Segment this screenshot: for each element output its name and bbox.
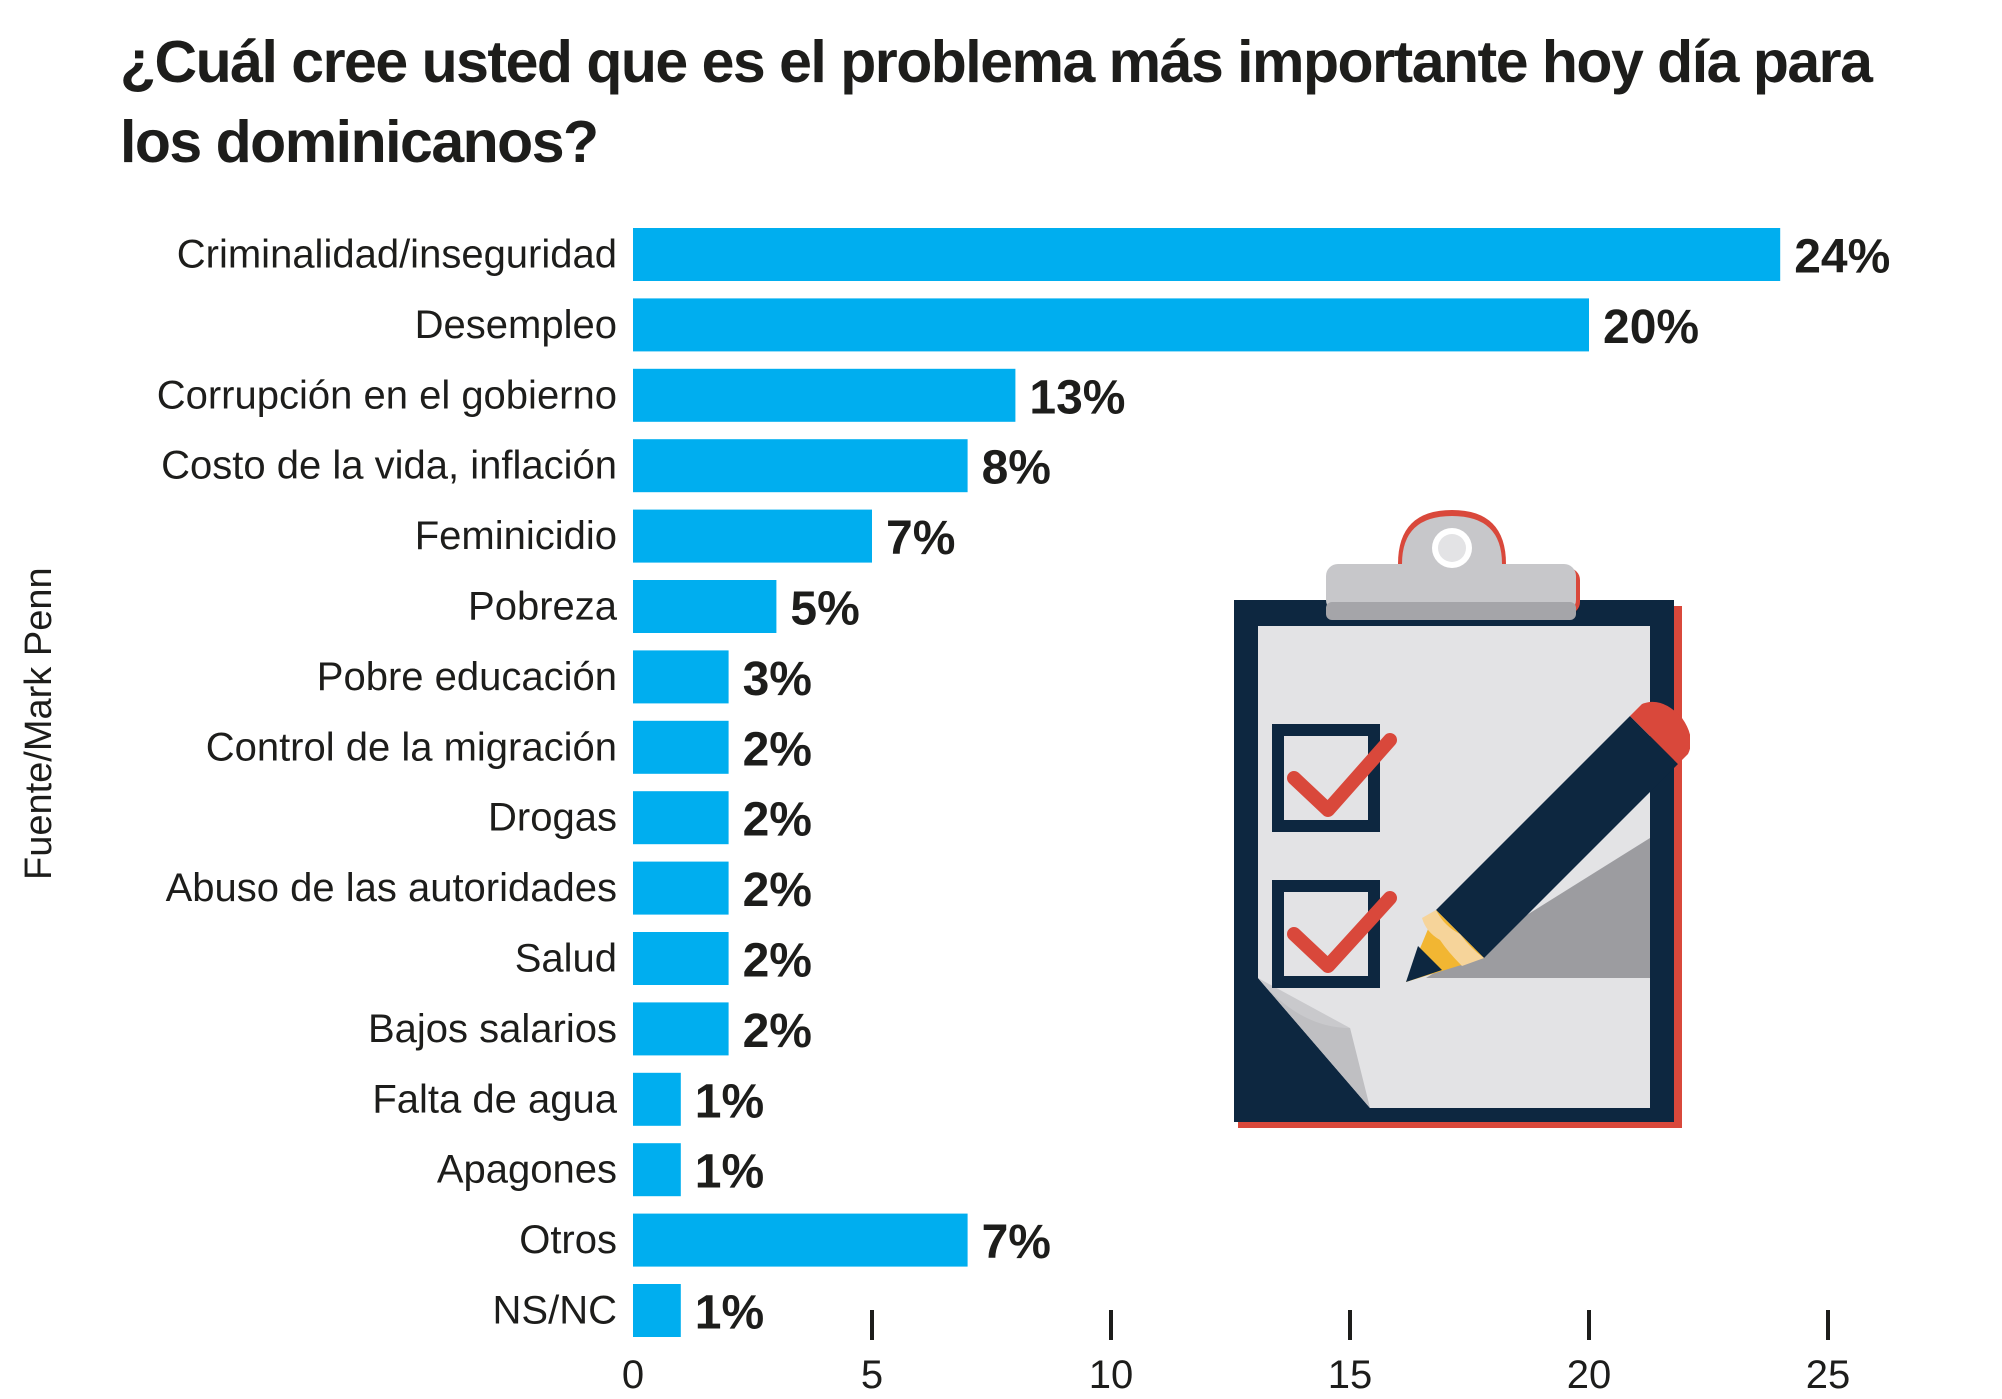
data-label: 7% xyxy=(982,1216,1051,1269)
x-tick-label: 20 xyxy=(1567,1353,1612,1397)
bar xyxy=(633,720,729,774)
category-label: Criminalidad/inseguridad xyxy=(177,233,617,277)
category-label: Bajos salarios xyxy=(368,1007,617,1051)
category-label: Falta de agua xyxy=(372,1077,617,1121)
data-label: 2% xyxy=(743,723,812,776)
clipboard-checklist-icon xyxy=(1234,510,1690,1128)
x-tick-label: 10 xyxy=(1089,1353,1134,1397)
data-label: 2% xyxy=(743,935,812,988)
bar xyxy=(633,228,1781,281)
category-label: Pobre educación xyxy=(317,655,617,699)
data-label: 8% xyxy=(982,442,1051,495)
chart-title: ¿Cuál cree usted que es el problema más … xyxy=(120,29,1873,175)
category-label: Desempleo xyxy=(415,303,617,347)
bar xyxy=(633,1002,729,1056)
category-label: Abuso de las autoridades xyxy=(166,866,617,910)
bar xyxy=(633,861,729,915)
category-label: Costo de la vida, inflación xyxy=(161,444,617,488)
category-label: Feminicidio xyxy=(415,514,617,558)
data-label: 2% xyxy=(743,864,812,917)
data-label: 1% xyxy=(695,1075,764,1128)
data-label: 2% xyxy=(743,794,812,847)
bar xyxy=(633,1213,968,1267)
data-label: 2% xyxy=(743,1005,812,1058)
bar xyxy=(633,1143,681,1197)
x-tick-label: 0 xyxy=(622,1353,644,1397)
data-label: 7% xyxy=(886,512,955,565)
data-label: 20% xyxy=(1603,301,1699,354)
category-label: Apagones xyxy=(437,1148,617,1192)
x-tick-label: 5 xyxy=(861,1353,883,1397)
data-label: 5% xyxy=(790,583,859,636)
bar xyxy=(633,439,968,493)
bar xyxy=(633,580,777,633)
x-tick-label: 25 xyxy=(1806,1353,1851,1397)
category-label: Drogas xyxy=(488,796,617,840)
data-label: 24% xyxy=(1794,231,1890,284)
x-tick-label: 15 xyxy=(1328,1353,1373,1397)
bar xyxy=(633,368,1016,422)
category-label: Corrupción en el gobierno xyxy=(157,373,617,417)
bar xyxy=(633,298,1589,352)
bar xyxy=(633,932,729,985)
category-label: Otros xyxy=(519,1218,617,1262)
bar xyxy=(633,650,729,704)
data-label: 3% xyxy=(743,653,812,706)
category-label: Salud xyxy=(515,937,617,981)
category-label: Control de la migración xyxy=(206,725,617,769)
bar xyxy=(633,509,872,563)
category-label: NS/NC xyxy=(493,1289,617,1333)
data-label: 1% xyxy=(695,1146,764,1199)
bar xyxy=(633,791,729,845)
source-note: Fuente/Mark Penn xyxy=(18,567,60,880)
bar xyxy=(633,1072,681,1126)
bar xyxy=(633,1284,681,1337)
data-label: 1% xyxy=(695,1287,764,1340)
category-label: Pobreza xyxy=(468,585,618,629)
data-label: 13% xyxy=(1029,371,1125,424)
